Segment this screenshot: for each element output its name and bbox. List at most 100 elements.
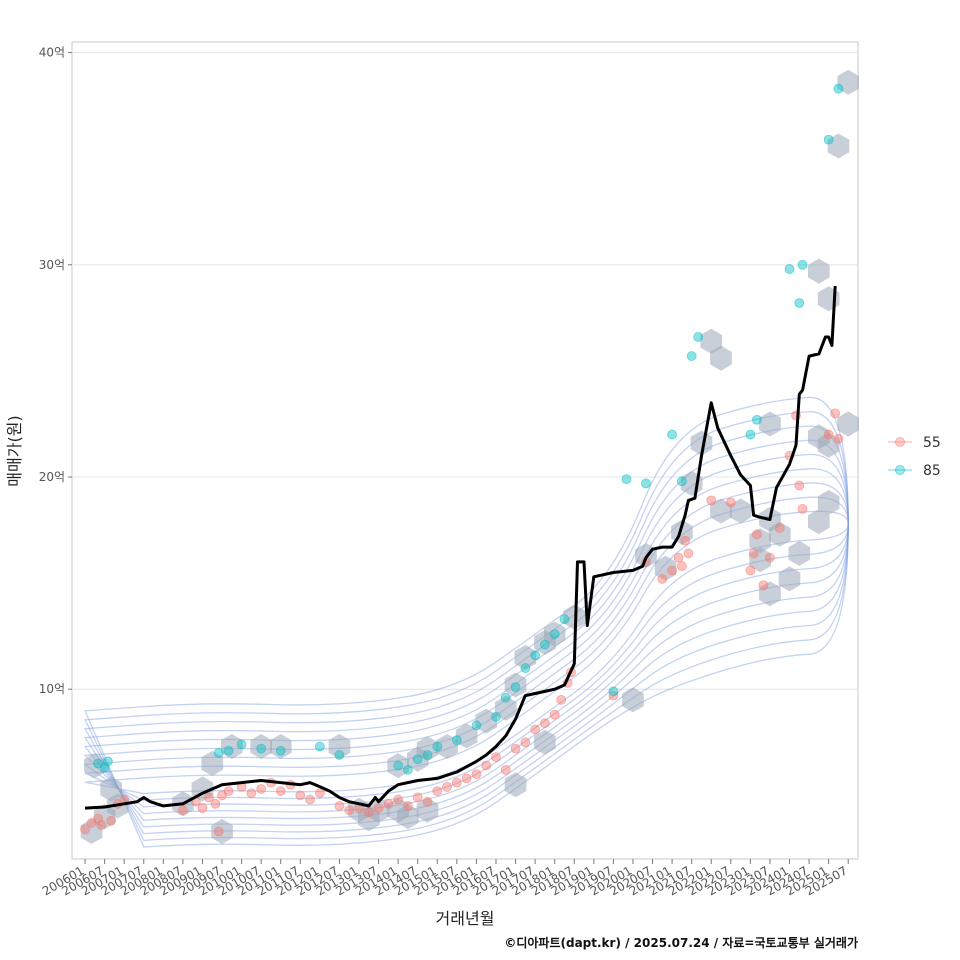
data-point-55 [549,709,560,720]
caption: ©디아파트(dapt.kr) / 2025.07.24 / 자료=국토교통부 실… [504,935,858,950]
data-point-85 [236,739,247,750]
hex-bin [563,604,586,630]
data-point-55 [706,495,717,506]
trend-line [84,285,837,810]
hex-bin [768,521,791,547]
data-point-55 [210,798,221,809]
hex-bin [690,430,713,456]
data-point-55 [481,760,492,771]
legend-item-55[interactable]: 55 [888,435,941,451]
data-point-55 [442,781,452,792]
data-point-55 [830,408,841,419]
data-point-55 [204,792,214,803]
hex-bin [808,258,830,284]
hex-bin [710,345,732,371]
data-point-85 [432,741,443,752]
legend-swatch-point [895,465,905,475]
data-point-85 [520,663,531,673]
data-point-55 [540,718,550,729]
x-axis-title: 거래년월 [436,909,495,928]
data-point-55 [314,788,325,799]
density-contour [83,468,849,815]
hex-bin [416,736,439,762]
data-point-55 [774,523,785,533]
data-point-85 [676,476,687,487]
data-point-85 [491,711,501,722]
hex-bin [221,734,243,759]
y-tick-label: 10억 [39,682,65,696]
data-point-55 [383,798,394,809]
data-point-85 [500,692,511,703]
data-point-55 [667,565,677,576]
hex-bin [250,734,272,759]
legend-item-85[interactable]: 85 [888,463,941,479]
hex-bin [759,411,781,437]
data-point-55 [471,769,482,780]
data-point-55 [794,480,805,491]
data-point-55 [461,773,472,784]
legend-swatch-point [895,437,905,447]
data-point-55 [373,803,384,813]
data-point-55 [422,796,433,807]
data-point-55 [393,794,404,805]
data-point-85 [393,760,404,771]
data-point-85 [621,474,632,485]
data-point-55 [432,786,443,796]
hex-bin [328,734,351,759]
hex-bin [837,411,859,437]
legend-label: 85 [923,463,941,479]
data-point-55 [305,794,315,805]
data-point-55 [213,826,224,837]
data-point-55 [295,790,306,801]
data-point-55 [491,752,501,763]
data-point-55 [758,580,769,591]
data-point-55 [197,803,208,813]
data-point-85 [403,764,413,775]
legend: 55 85 [888,435,941,479]
y-tick-label: 30억 [39,258,65,272]
data-point-85 [412,754,423,765]
hex-bin [759,581,781,607]
hex-bin [788,540,811,566]
data-point-85 [549,629,560,639]
data-point-55 [765,552,775,563]
data-point-55 [334,801,345,811]
hex-bin [504,772,527,798]
data-point-55 [177,805,188,816]
data-point-85 [745,429,756,440]
hex-bin [504,672,527,698]
data-point-55 [751,529,762,540]
data-point-55 [246,788,257,799]
hex-bin [778,566,801,592]
legend-label: 55 [923,435,941,451]
data-point-85 [102,756,113,767]
density-contour [83,425,849,835]
data-point-55 [96,820,107,830]
hex-bin [416,797,439,823]
data-point-55 [223,786,234,796]
data-point-85 [608,686,619,697]
y-tick-label: 40억 [39,46,65,60]
data-point-55 [344,805,355,816]
data-point-55 [510,743,521,754]
hex-bin [397,804,419,830]
data-point-55 [797,503,808,514]
hex-bin [534,729,556,755]
data-point-55 [823,429,834,440]
hex-bin [622,687,644,713]
data-point-85 [256,743,267,754]
density-contour [83,453,849,821]
data-point-55 [80,824,90,835]
hex-bin [700,328,723,354]
data-point-85 [530,650,541,661]
data-point-55 [106,815,117,826]
data-point-55 [556,694,567,705]
data-point-85 [797,259,808,270]
y-axis-ticks: 10억 20억 30억 40억 [39,46,72,696]
data-point-85 [213,747,224,758]
data-point-55 [363,807,374,818]
hex-bin [729,498,752,524]
y-axis-title: 매매가(원) [5,415,24,486]
density-contour [84,411,849,842]
